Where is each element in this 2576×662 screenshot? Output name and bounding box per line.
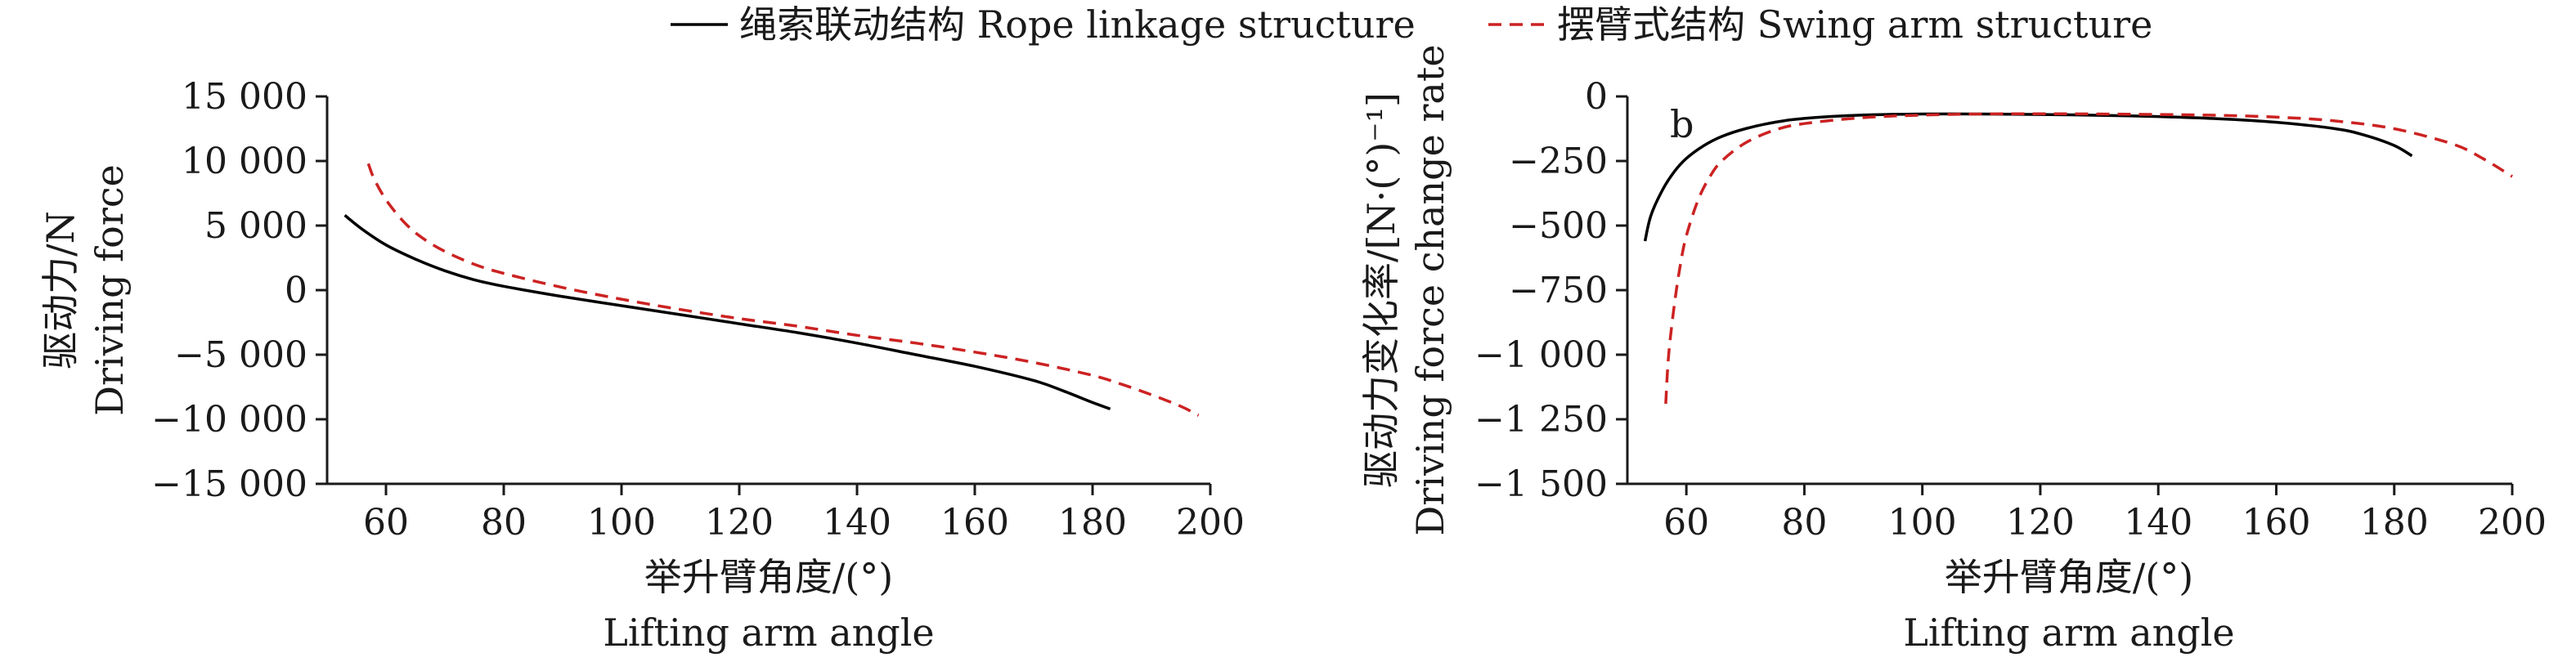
x-axis-title-cn: 举升臂角度/(°) xyxy=(644,555,893,599)
x-tick-label: 120 xyxy=(705,502,774,543)
x-tick-label: 160 xyxy=(2242,502,2310,543)
series-line-swing-arm xyxy=(1664,112,2513,405)
x-tick-label: 80 xyxy=(481,502,527,543)
x-tick-label: 140 xyxy=(2124,502,2192,543)
y-tick-label: 10 000 xyxy=(182,141,307,182)
x-tick-label: 120 xyxy=(2006,502,2075,543)
y-ticks: 0 −250 −500 −750 −1 000 −1 250 −1 500 xyxy=(1474,76,1627,505)
x-tick-label: 180 xyxy=(2360,502,2429,543)
x-tick-label: 200 xyxy=(2478,502,2547,543)
x-tick-label: 180 xyxy=(1058,502,1127,543)
y-tick-label: 5 000 xyxy=(204,205,307,247)
x-axis-title-en: Lifting arm angle xyxy=(1903,611,2234,655)
y-tick-label: −5 000 xyxy=(174,334,307,376)
y-axis-title-en: Driving force xyxy=(88,164,132,416)
panel-label: b xyxy=(1670,102,1694,146)
x-tick-label: 100 xyxy=(587,502,656,543)
x-axis-title-cn: 举升臂角度/(°) xyxy=(1945,555,2193,599)
y-tick-label: −1 500 xyxy=(1474,463,1608,505)
series-lines xyxy=(343,163,1200,417)
legend: 绳索联动结构 Rope linkage structure 摆臂式结构 Swin… xyxy=(671,2,2152,47)
x-tick-label: 160 xyxy=(940,502,1009,543)
y-tick-label: −500 xyxy=(1509,205,1608,247)
y-axis-title-cn: 驱动力/N xyxy=(38,211,83,369)
series-line-rope-linkage xyxy=(343,214,1111,411)
y-axis-title-cn: 驱动力变化率/[N·(°)⁻¹] xyxy=(1359,92,1403,488)
x-tick-label: 60 xyxy=(1663,502,1709,543)
x-ticks: 60 80 100 120 140 160 180 200 xyxy=(1663,484,2547,543)
chart-panel-change-rate: 0 −250 −500 −750 −1 000 −1 250 −1 500 60 80 100 1… xyxy=(1359,44,2547,655)
legend-label-swing: 摆臂式结构 Swing arm structure xyxy=(1557,2,2152,47)
y-tick-label: 0 xyxy=(285,270,307,311)
x-tick-label: 140 xyxy=(823,502,891,543)
series-line-swing-arm xyxy=(366,163,1200,417)
y-tick-label: −10 000 xyxy=(151,399,307,441)
x-ticks: 60 80 100 120 140 160 180 200 xyxy=(363,484,1245,543)
y-tick-label: 0 xyxy=(1585,76,1608,118)
series-line-rope-linkage xyxy=(1643,112,2413,242)
chart-panel-driving-force: 15 000 10 000 5 000 0 −5 000 −10 000 −15 000 6… xyxy=(38,76,1245,655)
legend-label-rope: 绳索联动结构 Rope linkage structure xyxy=(739,2,1416,47)
y-tick-label: −1 250 xyxy=(1474,399,1608,441)
series-lines xyxy=(1643,112,2513,405)
x-tick-label: 200 xyxy=(1176,502,1245,543)
y-tick-label: −250 xyxy=(1509,141,1608,182)
y-axis-title-en: Driving force change rate xyxy=(1408,44,1452,535)
x-axis-title-en: Lifting arm angle xyxy=(603,611,934,655)
x-tick-label: 100 xyxy=(1888,502,1957,543)
y-tick-label: −1 000 xyxy=(1474,334,1608,376)
y-tick-label: 15 000 xyxy=(182,76,307,118)
y-tick-label: −750 xyxy=(1509,270,1608,311)
y-ticks: 15 000 10 000 5 000 0 −5 000 −10 000 −15 000 xyxy=(151,76,327,505)
x-tick-label: 80 xyxy=(1781,502,1827,543)
y-tick-label: −15 000 xyxy=(151,463,307,505)
x-tick-label: 60 xyxy=(363,502,409,543)
